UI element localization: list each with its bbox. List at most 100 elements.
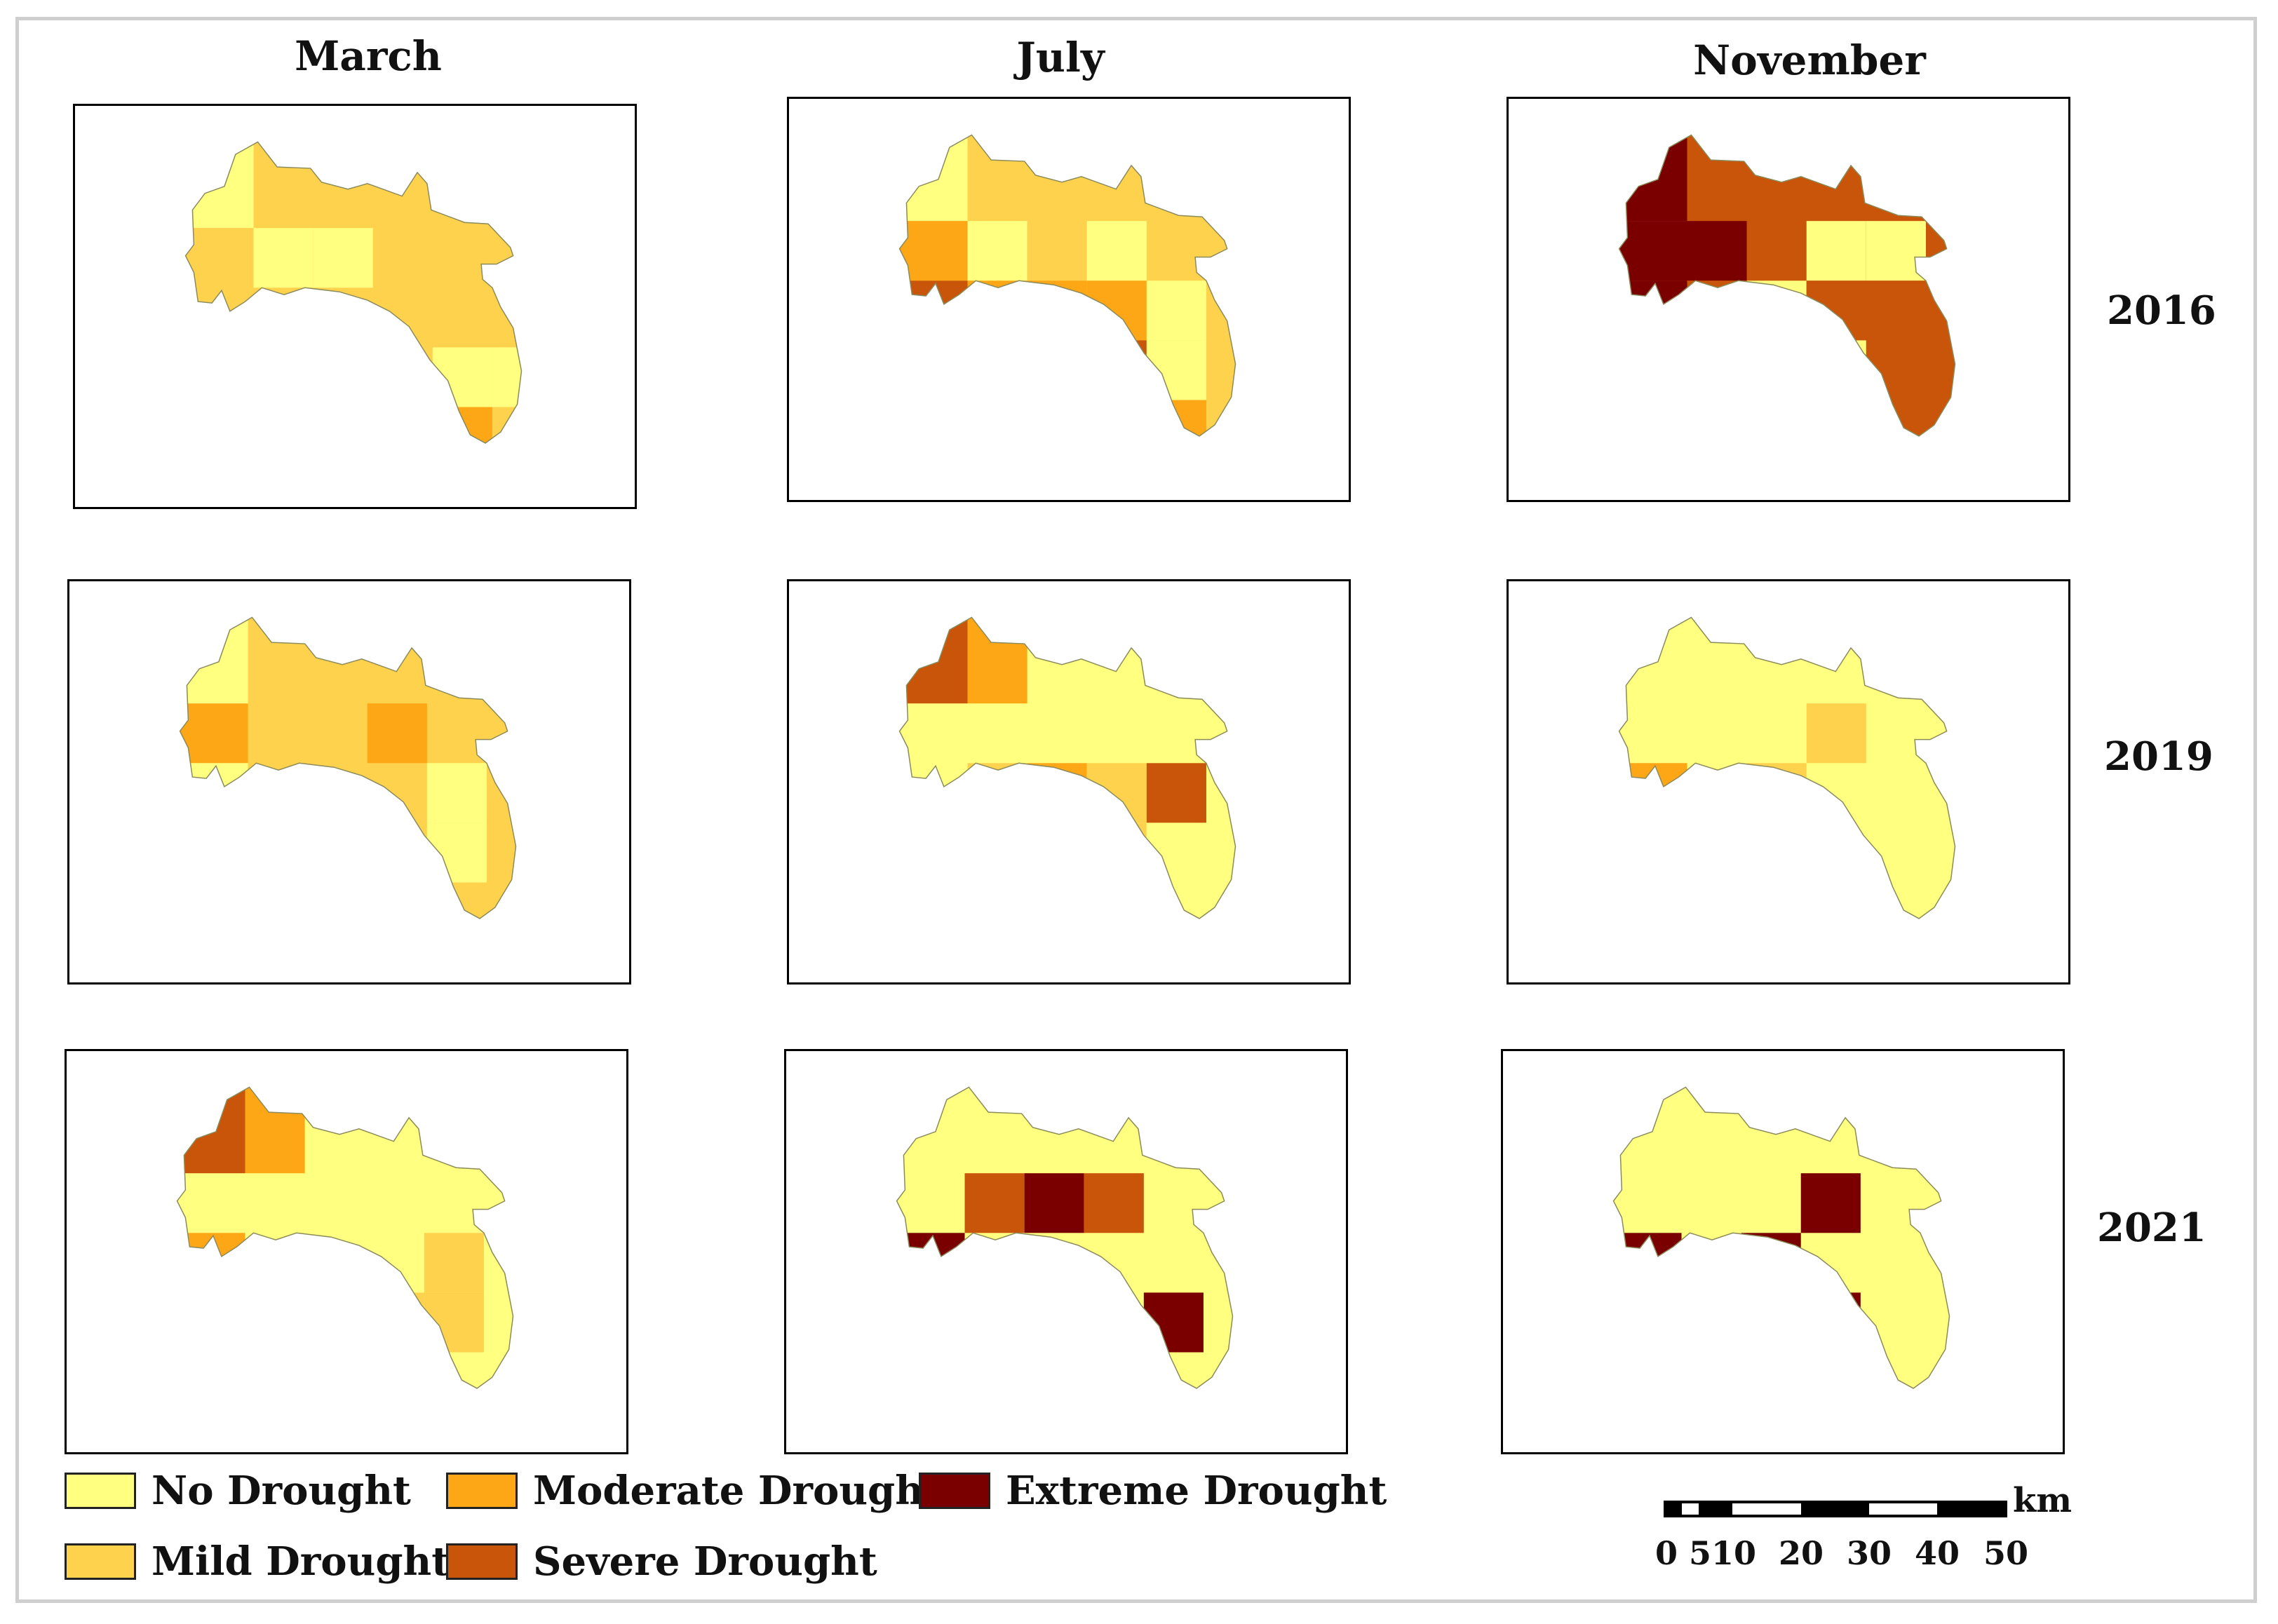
drought-cell (1086, 340, 1147, 400)
drought-cell (1027, 340, 1087, 400)
drought-cell (492, 347, 522, 407)
row-title-2019: 2019 (2104, 733, 2213, 780)
drought-cell (432, 407, 492, 443)
drought-cell (432, 347, 492, 407)
drought-grid (1613, 1087, 1950, 1388)
basin-outline (1618, 134, 1956, 437)
drought-cell (1687, 280, 1747, 341)
drought-map (1618, 616, 1956, 919)
drought-cell (1746, 340, 1807, 400)
map-panel-2019-july (787, 579, 1351, 984)
drought-cell (177, 1087, 245, 1174)
drought-cell (367, 703, 427, 764)
drought-cell (1086, 882, 1147, 919)
drought-cell (1619, 135, 1687, 222)
drought-cell (1084, 1173, 1144, 1233)
drought-grid (899, 135, 1236, 436)
legend-label: Moderate Drought (533, 1468, 942, 1514)
scale-bar: km 0 5 10 20 30 40 50 (1655, 1481, 2072, 1590)
column-title-november: November (1693, 36, 1926, 84)
drought-cell (899, 280, 968, 341)
drought-cell (426, 763, 487, 823)
map-panel-2021-march (65, 1049, 628, 1454)
drought-map (898, 616, 1236, 919)
drought-map (1618, 134, 1956, 437)
row-title-2016: 2016 (2107, 287, 2216, 334)
drought-cell (313, 228, 373, 288)
map-panel-2016-november (1507, 97, 2070, 502)
drought-cell (1866, 221, 1926, 281)
drought-cell (1146, 823, 1206, 883)
drought-cell (1619, 280, 1687, 341)
drought-cell (1806, 703, 1866, 764)
column-title-march: March (295, 32, 442, 80)
drought-cell (492, 467, 593, 507)
legend-item-severe-drought: Severe Drought (446, 1538, 877, 1585)
drought-grid (177, 1087, 513, 1388)
drought-cell (896, 1233, 965, 1293)
row-title-2021: 2021 (2097, 1205, 2206, 1251)
drought-cell (364, 1292, 424, 1353)
basin-outline (1618, 616, 1956, 919)
legend-item-extreme-drought: Extreme Drought (919, 1468, 1387, 1514)
drought-cell (899, 135, 968, 222)
scale-unit: km (2013, 1481, 2073, 1520)
map-panel-2016-july (787, 97, 1351, 502)
drought-cell (964, 1292, 1025, 1353)
drought-cell (1613, 1233, 1682, 1293)
scale-label: 50 (1983, 1534, 2029, 1572)
drought-map (176, 1086, 514, 1389)
drought-cell (899, 823, 968, 883)
drought-map (184, 141, 593, 507)
drought-cell (1086, 221, 1147, 281)
scale-label: 10 (1711, 1534, 1757, 1572)
legend-item-mild-drought: Mild Drought (65, 1538, 450, 1585)
scale-label: 30 (1846, 1534, 1892, 1572)
drought-grid (1619, 617, 1955, 919)
map-panel-2021-july (784, 1049, 1348, 1454)
drought-cell (253, 228, 314, 288)
drought-cell-base (1619, 617, 1955, 919)
drought-cell (1619, 763, 1687, 823)
drought-cell (1866, 400, 1926, 436)
map-panel-2021-november (1501, 1049, 2065, 1454)
drought-cell (1806, 221, 1866, 281)
drought-cell (424, 1292, 484, 1353)
drought-cell (1086, 823, 1147, 883)
drought-grid (185, 142, 593, 507)
drought-cell (1619, 340, 1687, 400)
drought-cell (1687, 221, 1747, 281)
drought-map (898, 134, 1236, 437)
legend-swatch (65, 1543, 136, 1580)
drought-cell (899, 221, 968, 281)
drought-cell (1086, 280, 1147, 341)
drought-cell (1146, 400, 1206, 436)
drought-cell (1146, 763, 1206, 823)
drought-cell (1746, 280, 1807, 341)
drought-cell (1027, 280, 1087, 341)
drought-cell (1741, 1233, 1801, 1293)
drought-cell (967, 221, 1027, 281)
drought-cell (1866, 280, 1926, 341)
drought-grid (896, 1087, 1233, 1388)
drought-cell-base (896, 1087, 1233, 1388)
basin-outline (176, 1086, 514, 1389)
drought-cell (426, 882, 487, 919)
legend-label: Mild Drought (151, 1538, 450, 1585)
drought-cell (967, 280, 1027, 341)
drought-cell (1027, 763, 1087, 823)
drought-cell (185, 142, 254, 229)
basin-outline (898, 616, 1236, 919)
map-panel-2019-march (67, 579, 631, 984)
basin-outline (896, 1086, 1234, 1389)
drought-map (896, 1086, 1234, 1389)
scale-label: 40 (1914, 1534, 1960, 1572)
drought-cell (899, 340, 968, 400)
drought-cell (1806, 340, 1866, 400)
drought-cell (177, 1233, 245, 1293)
legend-label: No Drought (151, 1468, 411, 1514)
scale-label: 5 (1688, 1534, 1712, 1572)
drought-cell-base (1613, 1087, 1950, 1388)
legend-label: Extreme Drought (1006, 1468, 1387, 1514)
basin-outline (179, 616, 517, 919)
